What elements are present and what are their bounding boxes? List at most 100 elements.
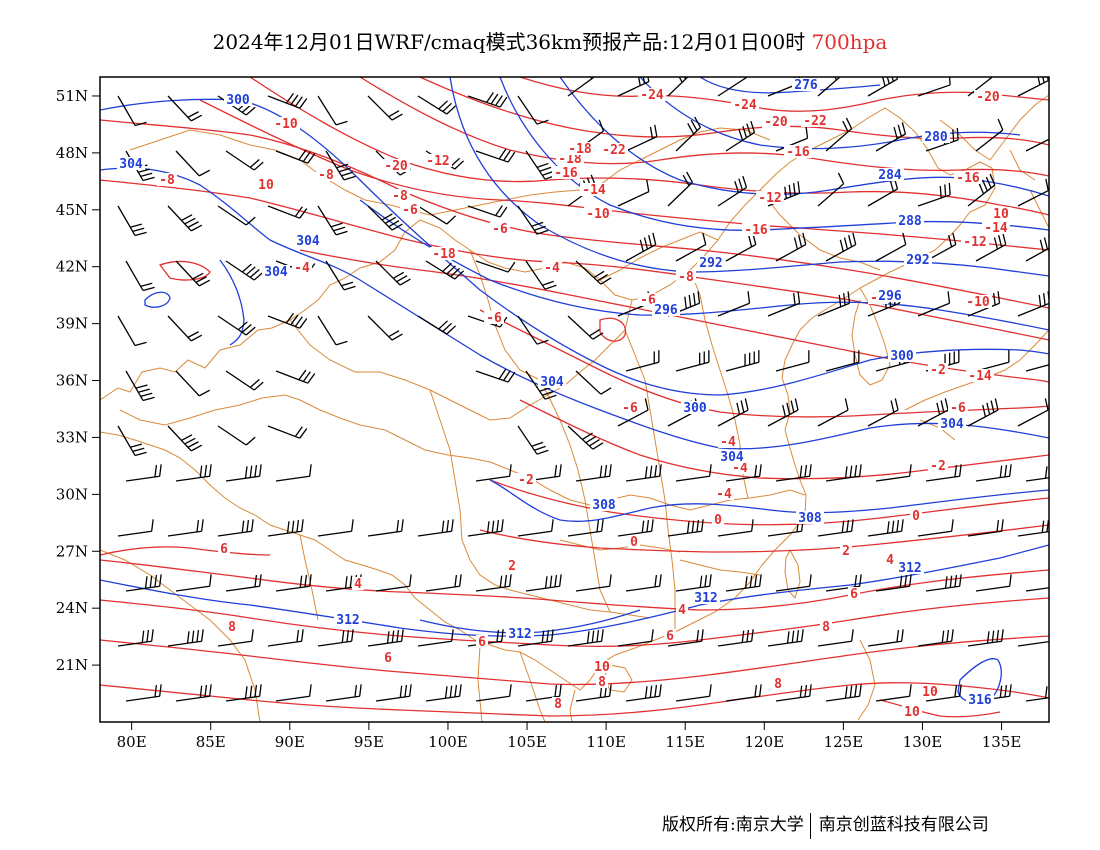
wind-barb <box>717 398 749 427</box>
wind-barb <box>367 629 404 647</box>
province-line-12 <box>559 539 681 553</box>
height-label: 308 <box>592 498 616 513</box>
height-label: 292 <box>906 253 929 268</box>
lon-tick-label: 115E <box>665 733 705 751</box>
wind-barb <box>617 629 654 647</box>
copyright-left: 版权所有:南京大学 <box>662 815 804 835</box>
temperature-label: -10 <box>586 207 610 222</box>
wind-barb <box>775 684 812 702</box>
wind-barb <box>425 260 465 280</box>
temperature-label: -22 <box>803 114 826 129</box>
wind-barb <box>717 77 748 97</box>
taiwan <box>784 548 801 600</box>
temperature-label: -8 <box>159 173 175 188</box>
temperature-label: -4 <box>732 461 748 476</box>
wind-barb <box>267 519 304 537</box>
height-label: 276 <box>794 78 818 93</box>
temperature-label: -8 <box>318 168 334 183</box>
wind-barb <box>875 464 912 482</box>
wind-barb <box>625 574 662 592</box>
temperature-label: 6 <box>666 629 674 644</box>
wind-barb <box>217 519 254 537</box>
wind-barb <box>367 95 403 121</box>
height-label-bg <box>796 511 824 524</box>
wind-barb <box>775 464 812 482</box>
temperature-label-bg <box>731 98 759 111</box>
wind-barb <box>967 519 1004 537</box>
height-label-bg <box>506 627 534 640</box>
wind-barb <box>317 205 348 236</box>
height-label-bg <box>938 417 966 430</box>
wind-barb <box>1017 178 1049 207</box>
lat-tick-label: 27N <box>56 542 88 560</box>
temperature-label: 2 <box>508 559 516 574</box>
height-label: 304 <box>296 234 320 249</box>
wind-barb <box>867 398 899 427</box>
wind-barb <box>925 574 962 592</box>
wind-barb <box>317 629 354 647</box>
temperature-label-bg <box>712 513 724 526</box>
wind-barb <box>725 574 762 592</box>
wind-barb <box>175 684 212 702</box>
temperature-label-bg <box>801 114 829 127</box>
temperature-label-bg <box>272 117 300 130</box>
wind-barb <box>275 149 316 164</box>
wind-barb <box>367 205 403 231</box>
temperature-label: -6 <box>402 203 418 218</box>
wind-barb <box>325 150 356 181</box>
wind-barb <box>267 92 308 109</box>
temperature-label-bg <box>638 293 658 306</box>
temperature-label: -8 <box>678 270 694 285</box>
wind-barb <box>517 95 549 125</box>
temperature-label: -8 <box>392 189 408 204</box>
temperature-label: -14 <box>968 369 992 384</box>
isotherm-m16 <box>249 77 1049 216</box>
wind-barb <box>317 519 354 537</box>
wind-barb <box>525 260 557 290</box>
height-label: 304 <box>119 157 143 172</box>
wind-barb <box>125 260 155 292</box>
axis-labels: 80E 85E 90E 95E 100E 105E 110E 115E 120E 125E 130E… <box>56 87 1022 751</box>
temperature-label-bg <box>676 603 688 616</box>
height-label: 316 <box>968 693 992 708</box>
temperature-label-bg <box>664 629 676 642</box>
temperature-label-bg <box>390 189 410 202</box>
isotherm-m2 <box>519 399 1049 480</box>
wind-barb <box>225 574 262 592</box>
temperature-label: -2 <box>518 473 534 488</box>
temperature-label: -12 <box>426 154 449 169</box>
wind-barb <box>125 574 162 592</box>
wind-barb <box>267 425 308 439</box>
wind-barb <box>875 232 907 262</box>
height-276 <box>699 77 881 94</box>
wind-barb <box>975 574 1012 592</box>
wind-barb <box>675 684 712 702</box>
map-frame <box>99 76 1050 723</box>
lat-tick-label: 39N <box>56 315 88 333</box>
temperature-label: -16 <box>786 145 810 160</box>
india-border <box>100 534 319 722</box>
temperature-label: -6 <box>492 222 508 237</box>
temperature-label: 10 <box>594 660 610 675</box>
wind-barb <box>117 315 147 347</box>
temperature-label: 6 <box>478 635 486 650</box>
wind-barb <box>717 175 748 207</box>
height-label: 312 <box>508 627 531 642</box>
wind-barb <box>317 95 348 126</box>
temperature-label: -20 <box>976 90 1000 105</box>
temperature-label-bg <box>991 207 1011 220</box>
height-label-bg <box>904 253 932 266</box>
isotherm-0 <box>489 479 1049 526</box>
height-304-loop <box>144 291 171 308</box>
height-label-bg <box>262 265 290 278</box>
temperature-label-bg <box>762 115 790 128</box>
temperature-label: -6 <box>486 311 502 326</box>
temperature-labels: -24-24-20-22-20-18-18 -22 -16-16-12-14-16-… <box>157 88 1011 720</box>
wind-barb <box>575 574 612 592</box>
height-label: 300 <box>683 401 707 416</box>
wind-barb <box>267 312 308 329</box>
wind-barb <box>725 350 760 372</box>
wind-barb <box>375 684 412 702</box>
wind-barb <box>375 574 412 592</box>
isotherm-m8 <box>100 179 1049 341</box>
